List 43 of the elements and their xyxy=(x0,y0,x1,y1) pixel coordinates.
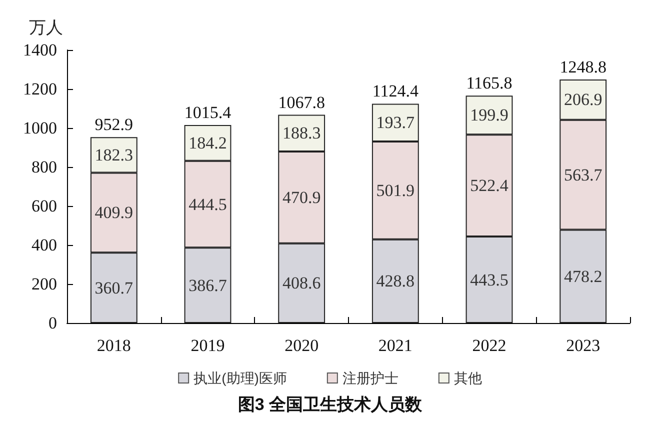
data-label: 408.6 xyxy=(282,274,321,293)
data-label: 193.7 xyxy=(376,113,416,132)
y-tick-label: 1400 xyxy=(23,40,57,60)
data-label: 188.3 xyxy=(282,124,321,143)
y-tick-label: 600 xyxy=(32,196,57,216)
y-tick-label: 800 xyxy=(32,158,57,176)
data-label: 409.9 xyxy=(94,203,134,222)
total-label: 1165.8 xyxy=(466,74,512,93)
y-tick-label: 200 xyxy=(32,274,57,294)
y-tick-label: 1200 xyxy=(23,80,57,98)
total-label: 1015.4 xyxy=(184,102,232,122)
x-tick-label: 2019 xyxy=(190,336,225,355)
data-label: 522.4 xyxy=(470,176,509,196)
y-tick-label: 400 xyxy=(32,236,57,254)
y-tick-label: 1000 xyxy=(23,118,57,138)
legend-label: 其他 xyxy=(454,370,482,386)
data-label: 428.8 xyxy=(376,272,415,291)
data-label: 443.5 xyxy=(470,270,508,290)
data-label: 478.2 xyxy=(564,266,602,286)
legend-label: 执业(助理)医师 xyxy=(194,370,287,386)
data-label: 563.7 xyxy=(564,165,603,184)
total-label: 1124.4 xyxy=(372,82,419,101)
data-label: 184.2 xyxy=(188,133,227,152)
x-tick-label: 2018 xyxy=(96,336,131,355)
x-tick-label: 2020 xyxy=(284,336,319,355)
total-label: 1067.8 xyxy=(278,92,325,112)
x-tick-label: 2022 xyxy=(472,336,506,355)
data-label: 199.9 xyxy=(470,106,508,125)
text: 图3 全国卫生技术人员数 xyxy=(238,395,424,414)
x-tick-label: 2023 xyxy=(566,336,600,355)
data-label: 182.3 xyxy=(94,145,134,164)
y-axis-title: 万人 xyxy=(29,18,63,37)
x-tick-label: 2021 xyxy=(378,336,412,355)
data-label: 444.5 xyxy=(188,194,227,214)
data-label: 206.9 xyxy=(564,90,602,110)
y-tick-label: 0 xyxy=(48,314,57,332)
total-label: 952.9 xyxy=(94,115,134,134)
data-label: 501.9 xyxy=(376,180,415,200)
data-label: 386.7 xyxy=(188,276,228,295)
data-label: 360.7 xyxy=(94,278,134,298)
legend-label: 注册护士 xyxy=(342,370,398,386)
data-label: 470.9 xyxy=(282,188,321,207)
total-label: 1248.8 xyxy=(560,57,606,76)
